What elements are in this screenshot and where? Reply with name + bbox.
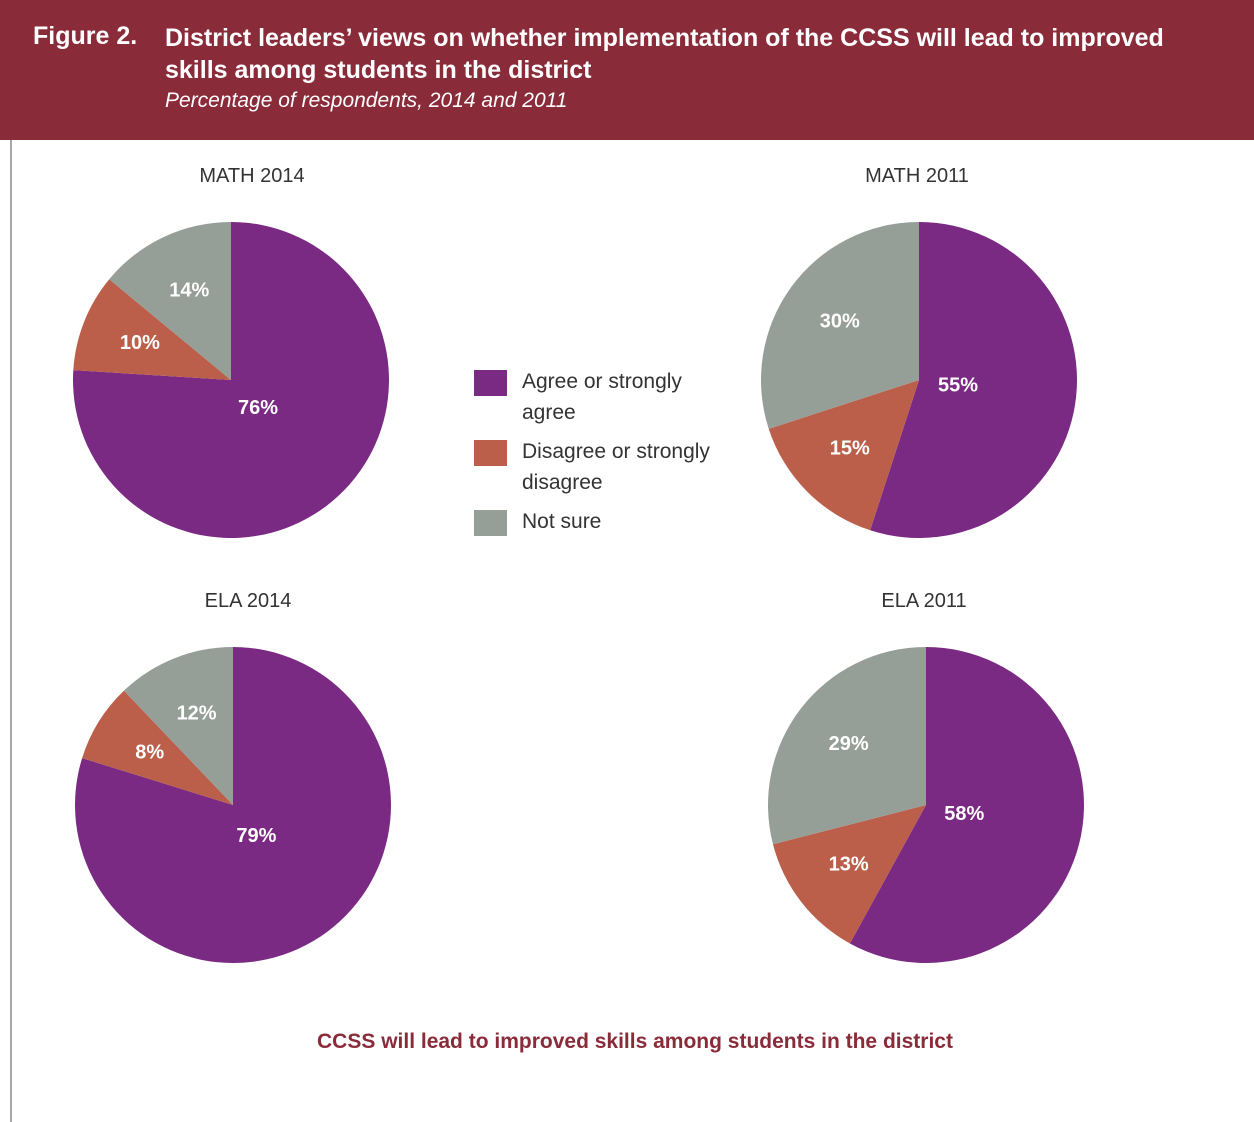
- pie-chart-ela-2014: 79% 8% 12%: [75, 647, 392, 963]
- legend-item-not-sure: Not sure: [474, 506, 734, 566]
- pie-label-ela-2011-agree: 58%: [944, 803, 984, 825]
- legend-label-not-sure: Not sure: [522, 510, 602, 533]
- pie-label-ela-2014-disagree: 8%: [135, 742, 164, 764]
- pie-slice-ela-2014-not-sure: [123, 647, 233, 805]
- left-border: [10, 140, 12, 1122]
- pie-label-ela-2014-not-sure: 12%: [177, 702, 217, 724]
- legend-label-disagree: Disagree or strongly disagree: [522, 440, 710, 494]
- pie-slice-math-2014-agree: [72, 222, 389, 538]
- figure-subtitle: Percentage of respondents, 2014 and 2011: [165, 89, 568, 112]
- pie-label-ela-2011-disagree: 13%: [829, 853, 869, 875]
- figure-title: District leaders’ views on whether imple…: [165, 24, 1164, 84]
- pie-slice-ela-2014-disagree: [82, 690, 233, 805]
- pie-slice-math-2014-not-sure: [109, 222, 231, 380]
- pie-chart-math-2011: 55% 15% 30%: [761, 222, 1077, 538]
- legend-item-disagree: Disagree or strongly disagree: [474, 436, 734, 496]
- pie-slice-math-2014-disagree: [73, 279, 232, 380]
- pie-label-math-2011-disagree: 15%: [830, 438, 870, 460]
- pie-label-math-2011-agree: 55%: [938, 374, 978, 396]
- pie-slice-ela-2011-agree: [849, 647, 1084, 963]
- pie-title-ela-2011: ELA 2011: [881, 590, 967, 612]
- pie-slice-ela-2011-not-sure: [768, 647, 926, 845]
- pie-label-math-2014-not-sure: 14%: [169, 280, 209, 302]
- pie-label-math-2014-agree: 76%: [238, 397, 278, 419]
- pie-label-ela-2014-agree: 79%: [236, 825, 276, 847]
- pie-slice-math-2011-not-sure: [761, 222, 919, 429]
- legend-swatch-disagree: [474, 440, 507, 466]
- legend-swatch-not-sure: [474, 510, 507, 536]
- figure-caption: CCSS will lead to improved skills among …: [317, 1030, 953, 1053]
- figure-label: Figure 2.: [33, 22, 138, 50]
- pie-slice-ela-2011-disagree: [772, 805, 926, 944]
- pie-label-math-2014-disagree: 10%: [120, 332, 160, 354]
- pie-title-ela-2014: ELA 2014: [204, 590, 292, 612]
- pie-title-math-2011: MATH 2011: [865, 165, 969, 187]
- legend-item-agree: Agree or strongly agree: [474, 366, 734, 426]
- pie-chart-math-2014: 76% 10% 14%: [72, 222, 389, 538]
- legend-swatch-agree: [474, 370, 507, 396]
- pie-slice-math-2011-disagree: [768, 380, 919, 531]
- pie-label-math-2011-not-sure: 30%: [820, 311, 860, 333]
- pie-title-math-2014: MATH 2014: [199, 165, 305, 187]
- pie-slice-math-2011-agree: [870, 222, 1077, 538]
- pie-chart-ela-2011: 58% 13% 29%: [768, 647, 1084, 963]
- legend-label-agree: Agree or strongly agree: [522, 370, 682, 424]
- pie-label-ela-2011-not-sure: 29%: [829, 733, 869, 755]
- figure-header: Figure 2. District leaders’ views on whe…: [0, 0, 1254, 140]
- pie-slice-ela-2014-agree: [75, 647, 392, 963]
